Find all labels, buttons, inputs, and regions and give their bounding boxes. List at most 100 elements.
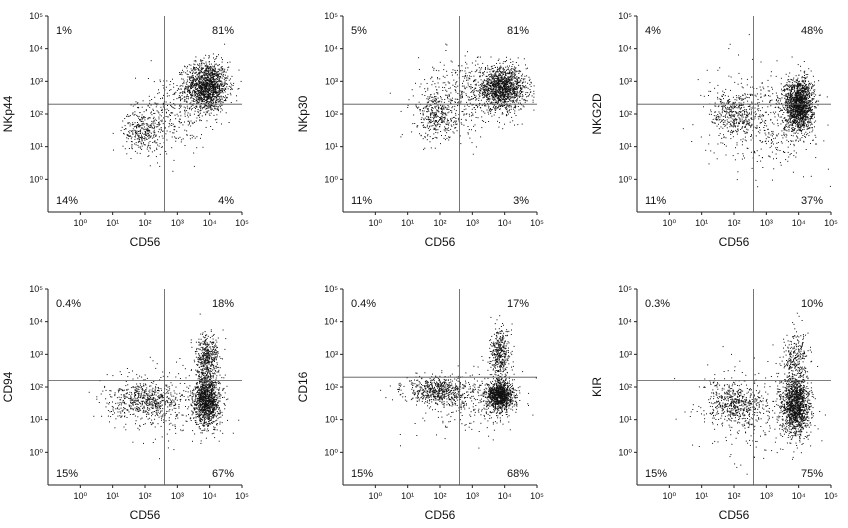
point-1906 bbox=[446, 129, 448, 131]
point-384 bbox=[197, 91, 199, 93]
point-893 bbox=[224, 43, 226, 45]
point-945 bbox=[203, 101, 205, 102]
point-4 bbox=[796, 112, 798, 114]
point-2083 bbox=[149, 126, 151, 128]
point-201 bbox=[507, 111, 509, 113]
point-165 bbox=[191, 74, 193, 76]
point-1437 bbox=[206, 96, 208, 98]
point-591 bbox=[507, 73, 509, 75]
point-864 bbox=[215, 63, 217, 65]
point-1477 bbox=[438, 106, 440, 108]
point-853 bbox=[199, 95, 201, 97]
point-80 bbox=[213, 66, 215, 68]
point-262 bbox=[208, 85, 210, 87]
point-862 bbox=[513, 92, 515, 93]
point-1219 bbox=[197, 89, 199, 91]
point-2053 bbox=[488, 74, 490, 76]
point-1731 bbox=[435, 97, 437, 99]
point-332 bbox=[194, 110, 196, 112]
point-308 bbox=[786, 104, 788, 106]
point-427 bbox=[484, 92, 486, 94]
point-116 bbox=[794, 99, 796, 101]
point-740 bbox=[507, 79, 509, 81]
point-1566 bbox=[435, 86, 437, 88]
point-699 bbox=[810, 82, 812, 84]
point-1997 bbox=[192, 123, 194, 125]
point-1383 bbox=[491, 81, 493, 83]
point-2089 bbox=[462, 76, 464, 77]
point-1286 bbox=[201, 100, 203, 102]
point-163 bbox=[792, 140, 794, 142]
point-163 bbox=[494, 78, 495, 80]
point-1034 bbox=[207, 69, 209, 71]
point-267 bbox=[788, 98, 790, 100]
point-1926 bbox=[427, 89, 429, 91]
point-1671 bbox=[143, 123, 145, 125]
point-757 bbox=[219, 85, 221, 87]
point-1951 bbox=[448, 106, 450, 108]
point-470 bbox=[523, 98, 525, 100]
point-1304 bbox=[215, 75, 217, 77]
point-297 bbox=[206, 65, 208, 67]
point-1603 bbox=[149, 124, 151, 126]
point-279 bbox=[806, 76, 808, 78]
point-1080 bbox=[514, 91, 516, 93]
point-939 bbox=[189, 78, 190, 80]
point-1098 bbox=[494, 67, 496, 68]
point-2092 bbox=[473, 91, 475, 93]
point-1092 bbox=[518, 102, 520, 104]
point-1606 bbox=[432, 99, 434, 101]
point-1945 bbox=[164, 120, 166, 122]
point-1564 bbox=[129, 123, 131, 125]
point-1654 bbox=[141, 149, 143, 150]
point-2079 bbox=[171, 106, 173, 108]
point-1670 bbox=[436, 115, 438, 117]
point-1652 bbox=[436, 122, 438, 123]
point-1590 bbox=[412, 123, 414, 125]
point-1348 bbox=[199, 80, 201, 82]
point-1413 bbox=[213, 80, 215, 82]
point-1723 bbox=[135, 132, 137, 134]
point-1384 bbox=[206, 112, 208, 114]
point-223 bbox=[210, 63, 212, 65]
point-1122 bbox=[201, 86, 203, 88]
point-501 bbox=[510, 100, 512, 102]
point-937 bbox=[501, 88, 503, 90]
point-1348 bbox=[498, 96, 500, 98]
point-1719 bbox=[471, 62, 473, 64]
point-670 bbox=[797, 118, 799, 120]
point-1863 bbox=[187, 88, 189, 90]
point-1374 bbox=[504, 106, 506, 108]
point-967 bbox=[203, 95, 205, 97]
point-668 bbox=[808, 84, 810, 86]
point-649 bbox=[797, 86, 799, 88]
point-1166 bbox=[203, 96, 205, 98]
point-1752 bbox=[490, 101, 492, 103]
point-667 bbox=[495, 100, 497, 102]
point-1309 bbox=[502, 67, 504, 69]
point-748 bbox=[503, 71, 505, 73]
point-1257 bbox=[533, 109, 535, 111]
point-518 bbox=[792, 86, 794, 88]
point-1860 bbox=[149, 102, 151, 104]
point-708 bbox=[209, 73, 211, 75]
point-627 bbox=[229, 92, 231, 94]
point-2061 bbox=[443, 101, 445, 103]
point-2017 bbox=[137, 135, 139, 137]
point-153 bbox=[797, 132, 799, 134]
point-906 bbox=[193, 99, 194, 101]
point-634 bbox=[796, 120, 798, 121]
point-1221 bbox=[522, 86, 524, 88]
point-1177 bbox=[212, 74, 213, 76]
point-1492 bbox=[212, 53, 214, 55]
point-934 bbox=[494, 98, 496, 100]
point-381 bbox=[198, 90, 200, 92]
point-703 bbox=[791, 109, 793, 111]
point-1519 bbox=[423, 118, 425, 120]
point-1063 bbox=[211, 69, 213, 71]
point-878 bbox=[200, 77, 202, 79]
point-1980 bbox=[165, 133, 167, 135]
point-933 bbox=[499, 79, 501, 81]
point-716 bbox=[204, 93, 206, 95]
point-130 bbox=[806, 104, 807, 106]
